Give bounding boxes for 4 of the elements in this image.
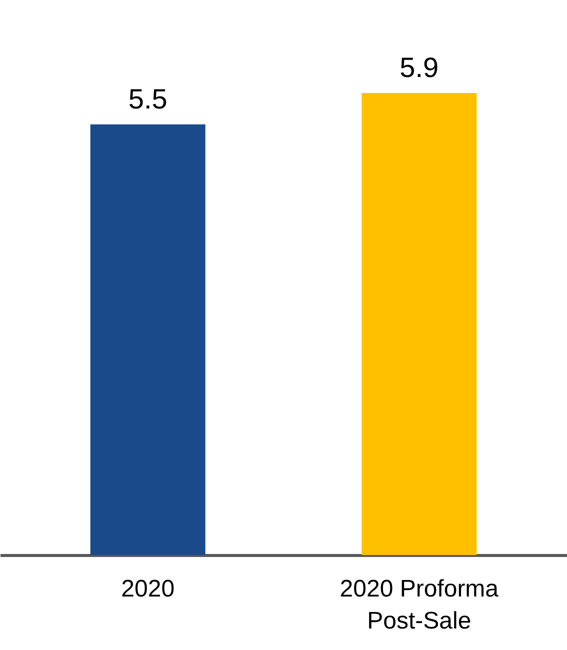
data-label: 5.5 <box>128 83 168 114</box>
data-label: 5.9 <box>400 52 439 83</box>
x-tick-label: 2020 <box>121 576 175 602</box>
x-tick-label: 2020 Proforma Post-Sale <box>340 576 500 634</box>
